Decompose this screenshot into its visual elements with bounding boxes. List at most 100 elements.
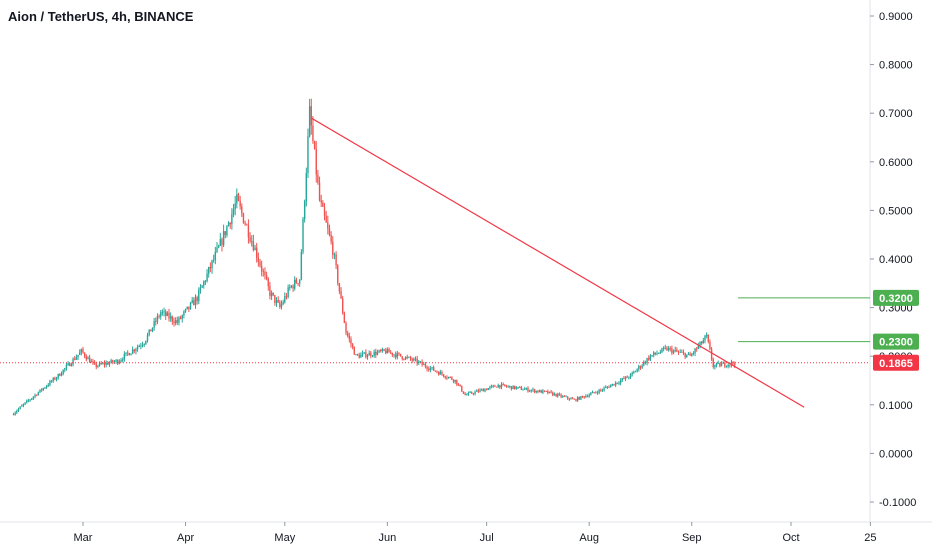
candle-body [500,384,503,388]
candle-body [431,367,433,369]
candle-body [117,360,119,364]
interval-label[interactable]: 4h [111,9,127,24]
candle-body [507,386,509,388]
candle-body [16,410,18,413]
candle-body [371,355,374,357]
candle-body [636,369,638,372]
candle-body [467,392,470,395]
candle-body [462,391,465,394]
candle-body [648,358,650,360]
candle-body [696,348,698,350]
candle-body [532,389,534,391]
candle-body [447,377,450,378]
candle-body [333,254,336,256]
candle-body [290,285,293,288]
candle-body [40,389,43,391]
candle-body [394,354,397,358]
candle-body [533,389,536,393]
candle-body [328,228,331,235]
candle-body [42,388,44,391]
candle-body [514,385,516,389]
candle-body [621,378,623,381]
candle-body [363,352,365,354]
candle-body [90,361,92,363]
candle-body [69,363,71,366]
candle-body [255,247,258,258]
candle-body [254,247,256,251]
candle-body [557,393,559,397]
candle-body [484,389,486,392]
candle-body [118,361,121,364]
candle-body [361,353,364,355]
candle-body [161,312,164,313]
candle-body [335,254,337,266]
candle-body [325,215,327,223]
candle-body [146,334,149,341]
resistance-label-box [873,333,919,350]
candle-body [418,361,420,364]
candle-body [78,352,81,355]
candle-body [705,334,708,337]
candle-body [689,353,691,356]
candle-body [217,245,220,248]
candle-body [528,390,531,392]
candle-body [184,309,187,312]
candle-body [434,370,437,372]
exchange-label: BINANCE [134,9,194,24]
x-tick-label: Aug [579,532,599,544]
candle-body [674,349,676,351]
candle-body [406,356,408,358]
candle-body [631,372,633,375]
candle-body [12,414,15,416]
candle-body [449,377,451,378]
candle-body [221,239,223,246]
candle-body [671,348,673,353]
candle-body [373,351,375,356]
x-tick-label: Sep [682,532,702,544]
candle-body [416,358,418,364]
candle-body [194,297,197,306]
candle-body [87,357,89,360]
candle-body [659,352,662,354]
candle-body [133,349,135,352]
candle-body [452,379,455,382]
candle-body [606,386,609,388]
candle-body [505,385,508,387]
candle-body [224,231,226,236]
candle-body [687,353,690,355]
resistance-label: 0.3200 [879,293,913,305]
candle-body [113,361,116,363]
candle-body [378,350,380,353]
candle-body [542,390,544,393]
candle-body [171,316,174,322]
trendline[interactable] [310,117,805,408]
symbol-name[interactable]: Aion / TetherUS [8,9,105,24]
candle-body [547,391,549,394]
candle-body [609,385,612,388]
candle-body [548,391,551,394]
candle-body [595,392,597,394]
candle-body [323,206,326,216]
candle-body [724,362,726,367]
candle-body [581,396,584,397]
candle-body [173,321,175,324]
candle-body [730,361,733,365]
candle-body [107,362,109,365]
candle-body [499,385,501,388]
candle-body [566,396,569,399]
candle-body [212,259,215,261]
candle-body [330,234,332,242]
candle-body [667,348,670,351]
candle-body [391,352,394,356]
candle-body [234,203,236,210]
candle-body [677,351,680,353]
candle-body [656,353,658,355]
candle-body [204,281,207,283]
candle-body [593,391,595,393]
candle-body [555,393,557,397]
candle-body [662,348,665,349]
x-tick-label: May [274,532,295,544]
candle-body [57,373,59,378]
candle-body [77,354,79,358]
